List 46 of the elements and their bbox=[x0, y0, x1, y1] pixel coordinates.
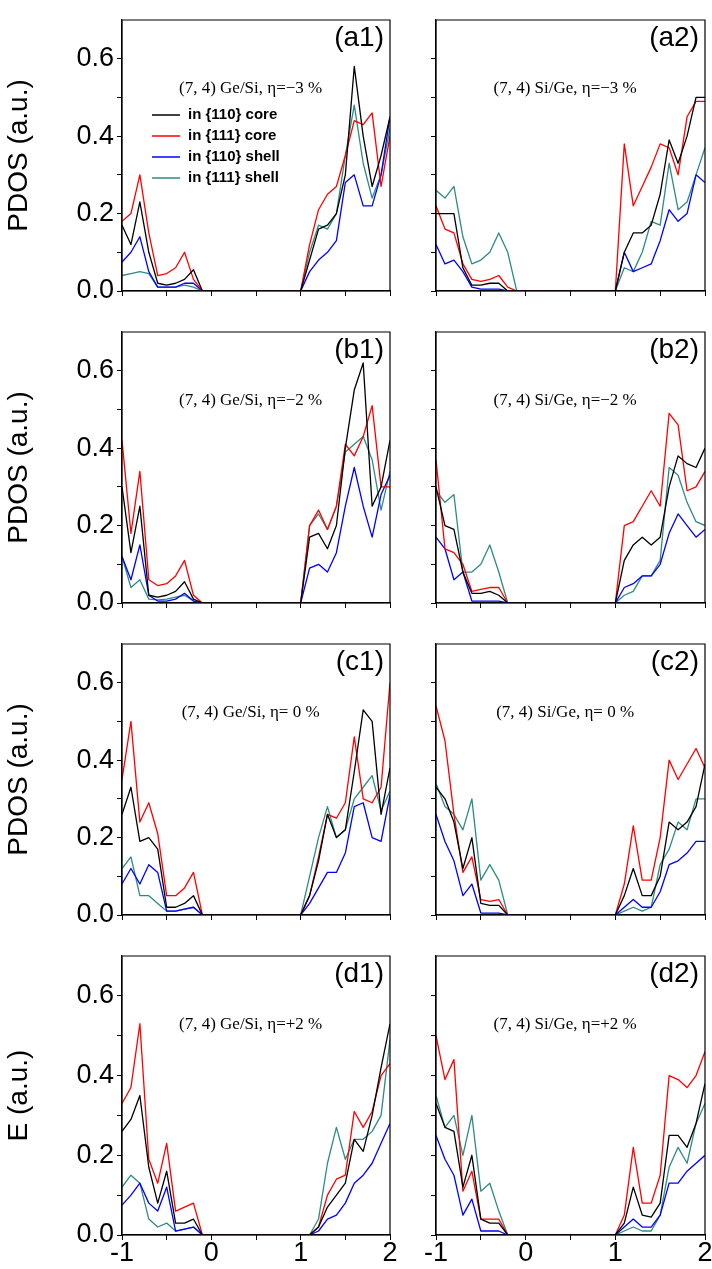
text: (7, 4) Si/Ge, η=−2 % bbox=[493, 389, 637, 409]
x-tick-label: 0 bbox=[518, 1236, 534, 1267]
x-tick-label: 2 bbox=[382, 1236, 398, 1267]
text: (7, 4) Ge/Si, η=−2 % bbox=[179, 389, 323, 409]
text: (7, 4) Si/Ge, η=−3 % bbox=[493, 77, 637, 97]
x-tick-label: 1 bbox=[293, 1236, 309, 1267]
y-tick-label: 0.4 bbox=[76, 1059, 114, 1090]
chart-title: (c1) bbox=[335, 644, 384, 676]
x-tick-label: 0 bbox=[203, 1236, 219, 1267]
y-tick-label: 0.4 bbox=[76, 743, 114, 774]
y-tick-label: 0.2 bbox=[76, 509, 114, 540]
y-axis-title: PDOS (a.u.) bbox=[1, 79, 33, 232]
y-tick-label: 0.2 bbox=[76, 821, 114, 852]
y-axis-title: PDOS (a.u.) bbox=[1, 391, 33, 544]
y-axis-title: E (a.u.) bbox=[1, 1049, 33, 1142]
text: (7, 4) Ge/Si, η=+2 % bbox=[179, 1013, 323, 1033]
y-tick-label: 0.0 bbox=[76, 898, 114, 929]
legend-label: in {110} core bbox=[188, 105, 278, 123]
y-tick-label: 0.0 bbox=[76, 274, 114, 305]
y-tick-label: 0.2 bbox=[76, 1138, 114, 1169]
y-tick-label: 0.0 bbox=[76, 586, 114, 617]
chart-title: (b1) bbox=[334, 332, 384, 364]
y-tick-label: 0.4 bbox=[76, 431, 114, 462]
text: (7, 4) Si/Ge, η= 0 % bbox=[496, 701, 635, 721]
y-axis-title: PDOS (a.u.) bbox=[1, 703, 33, 856]
legend-label: in {111} core bbox=[188, 126, 277, 144]
text: (7, 4) Ge/Si, η=−3 % bbox=[179, 77, 323, 97]
y-tick-label: 0.6 bbox=[76, 666, 114, 697]
chart-title: (d2) bbox=[649, 956, 699, 988]
chart-title: (d1) bbox=[334, 956, 384, 988]
text: (7, 4) Ge/Si, η= 0 % bbox=[181, 701, 320, 721]
y-tick-label: 0.6 bbox=[76, 979, 114, 1010]
x-tick-label: -1 bbox=[423, 1236, 449, 1267]
chart-title: (c2) bbox=[650, 644, 699, 676]
chart-title: (b2) bbox=[649, 332, 699, 364]
legend-label: in {111} shell bbox=[188, 168, 279, 186]
y-tick-label: 0.2 bbox=[76, 197, 114, 228]
legend-label: in {110} shell bbox=[188, 147, 280, 165]
y-tick-label: 0.6 bbox=[76, 354, 114, 385]
chart-title: (a2) bbox=[649, 20, 699, 52]
x-tick-label: 2 bbox=[697, 1236, 712, 1267]
x-tick-label: 1 bbox=[607, 1236, 623, 1267]
y-tick-label: 0.4 bbox=[76, 119, 114, 150]
text: (7, 4) Si/Ge, η=+2 % bbox=[493, 1013, 637, 1033]
y-tick-label: 0.6 bbox=[76, 42, 114, 73]
chart-title: (a1) bbox=[334, 20, 384, 52]
